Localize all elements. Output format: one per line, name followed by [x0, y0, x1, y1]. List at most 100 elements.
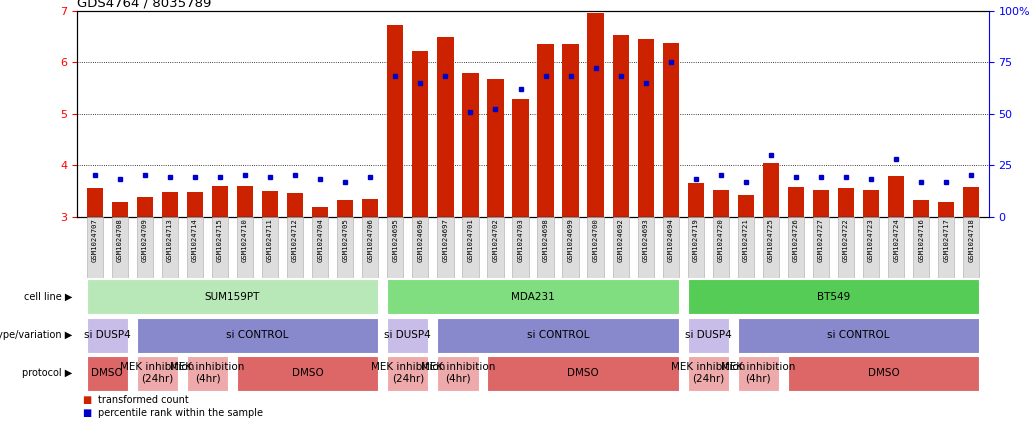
Text: GSM1024694: GSM1024694 — [667, 218, 674, 262]
Bar — [763, 162, 779, 217]
Text: cell line ▶: cell line ▶ — [24, 292, 72, 302]
Bar — [863, 190, 880, 217]
Bar — [737, 217, 754, 278]
Bar — [363, 198, 378, 217]
Text: BT549: BT549 — [817, 292, 850, 302]
Bar — [212, 217, 228, 278]
Bar — [662, 42, 679, 217]
Text: GSM1024692: GSM1024692 — [618, 218, 624, 262]
Bar — [813, 217, 829, 278]
Bar — [813, 190, 829, 217]
Bar — [387, 356, 428, 390]
Text: GSM1024725: GSM1024725 — [768, 218, 774, 262]
Bar — [662, 217, 679, 278]
Bar — [462, 217, 479, 278]
Bar — [438, 37, 453, 217]
Text: GSM1024716: GSM1024716 — [918, 218, 924, 262]
Text: MEK inhibition
(24hr): MEK inhibition (24hr) — [371, 362, 445, 384]
Text: si DUSP4: si DUSP4 — [83, 330, 131, 340]
Text: ■: ■ — [82, 408, 92, 418]
Bar — [888, 217, 904, 278]
Text: GSM1024700: GSM1024700 — [592, 218, 598, 262]
Text: DMSO: DMSO — [291, 368, 323, 378]
Bar — [613, 35, 628, 217]
Bar — [137, 197, 153, 217]
Bar — [737, 356, 779, 390]
Bar — [186, 217, 203, 278]
Text: DMSO: DMSO — [92, 368, 124, 378]
Text: GSM1024720: GSM1024720 — [718, 218, 724, 262]
Bar — [137, 318, 378, 352]
Bar — [688, 356, 729, 390]
Bar — [287, 217, 303, 278]
Text: GSM1024698: GSM1024698 — [543, 218, 549, 262]
Bar — [938, 202, 955, 217]
Text: GSM1024718: GSM1024718 — [968, 218, 974, 262]
Text: GSM1024705: GSM1024705 — [342, 218, 348, 262]
Text: si DUSP4: si DUSP4 — [685, 330, 731, 340]
Text: GSM1024715: GSM1024715 — [217, 218, 222, 262]
Bar — [688, 217, 703, 278]
Text: SUM159PT: SUM159PT — [205, 292, 261, 302]
Bar — [538, 217, 554, 278]
Text: GSM1024712: GSM1024712 — [293, 218, 298, 262]
Bar — [487, 356, 679, 390]
Text: GSM1024724: GSM1024724 — [893, 218, 899, 262]
Bar — [763, 217, 779, 278]
Bar — [212, 186, 228, 217]
Bar — [412, 217, 428, 278]
Text: DMSO: DMSO — [867, 368, 899, 378]
Text: MEK inhibition
(4hr): MEK inhibition (4hr) — [721, 362, 795, 384]
Bar — [838, 217, 854, 278]
Text: GDS4764 / 8035789: GDS4764 / 8035789 — [77, 0, 211, 9]
Bar — [888, 176, 904, 217]
Bar — [462, 74, 479, 217]
Text: genotype/variation ▶: genotype/variation ▶ — [0, 330, 72, 340]
Text: GSM1024703: GSM1024703 — [517, 218, 523, 262]
Text: MEK inhibition
(4hr): MEK inhibition (4hr) — [420, 362, 495, 384]
Bar — [111, 202, 128, 217]
Text: GSM1024721: GSM1024721 — [743, 218, 749, 262]
Text: si CONTROL: si CONTROL — [227, 330, 288, 340]
Bar — [487, 217, 504, 278]
Bar — [237, 217, 253, 278]
Bar — [788, 217, 804, 278]
Text: GSM1024695: GSM1024695 — [392, 218, 399, 262]
Bar — [337, 200, 353, 217]
Bar — [287, 193, 303, 217]
Text: GSM1024719: GSM1024719 — [693, 218, 698, 262]
Text: MEK inhibition
(24hr): MEK inhibition (24hr) — [672, 362, 746, 384]
Bar — [587, 13, 604, 217]
Text: si CONTROL: si CONTROL — [526, 330, 589, 340]
Bar — [262, 191, 278, 217]
Text: MEK inhibition
(24hr): MEK inhibition (24hr) — [121, 362, 195, 384]
Bar — [538, 44, 554, 217]
Bar — [688, 280, 980, 314]
Text: GSM1024710: GSM1024710 — [242, 218, 248, 262]
Bar — [963, 187, 980, 217]
Bar — [613, 217, 628, 278]
Text: si CONTROL: si CONTROL — [827, 330, 890, 340]
Bar — [237, 186, 253, 217]
Text: GSM1024706: GSM1024706 — [368, 218, 373, 262]
Bar — [438, 356, 479, 390]
Text: GSM1024726: GSM1024726 — [793, 218, 799, 262]
Text: GSM1024701: GSM1024701 — [468, 218, 474, 262]
Bar — [688, 183, 703, 217]
Bar — [162, 192, 178, 217]
Bar — [512, 217, 528, 278]
Text: GSM1024704: GSM1024704 — [317, 218, 323, 262]
Text: GSM1024708: GSM1024708 — [116, 218, 123, 262]
Bar — [913, 200, 929, 217]
Text: GSM1024696: GSM1024696 — [417, 218, 423, 262]
Bar — [87, 356, 128, 390]
Text: ■: ■ — [82, 395, 92, 405]
Text: GSM1024713: GSM1024713 — [167, 218, 173, 262]
Bar — [587, 217, 604, 278]
Bar — [438, 217, 453, 278]
Bar — [838, 188, 854, 217]
Bar — [913, 217, 929, 278]
Bar — [638, 217, 654, 278]
Bar — [737, 195, 754, 217]
Bar — [363, 217, 378, 278]
